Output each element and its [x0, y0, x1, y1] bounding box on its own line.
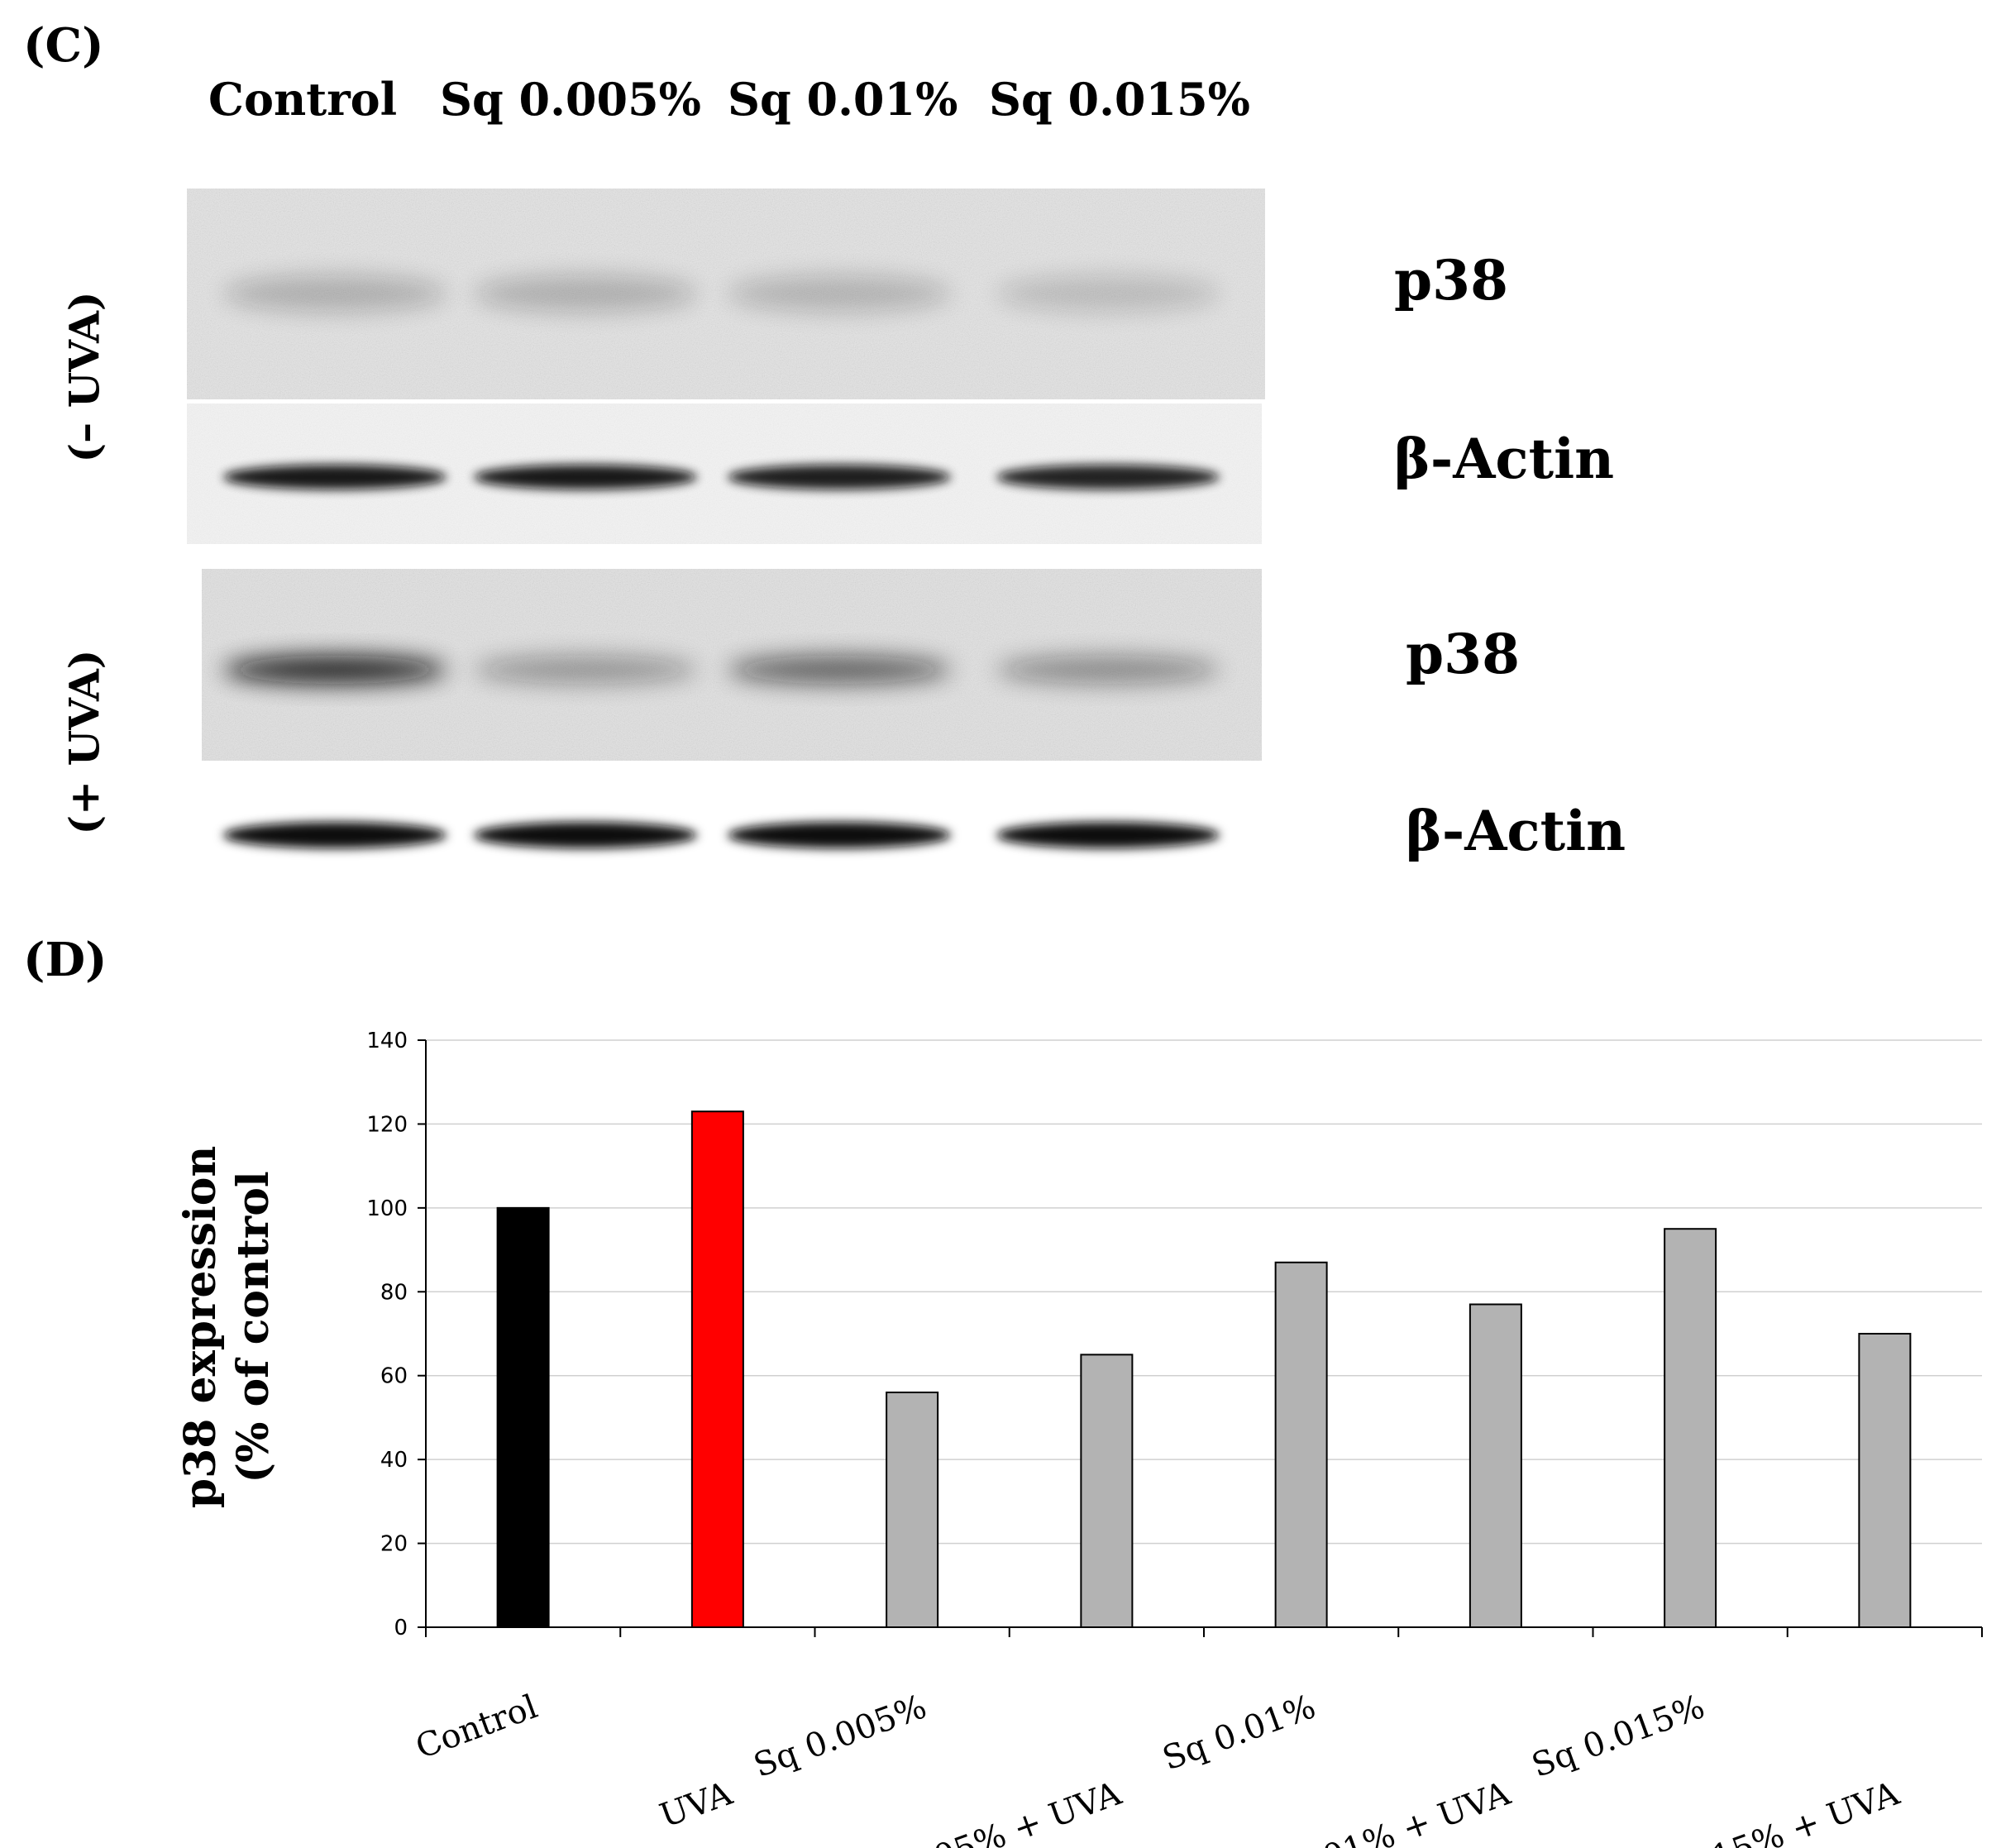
- bands-p38-plus-uva: [223, 656, 1220, 684]
- category-label-2: UVA: [655, 1774, 738, 1836]
- p38-plus-uva-band-1: [223, 656, 447, 684]
- p38-minus-uva-band-3: [728, 275, 951, 312]
- panel-c-label: (C): [23, 18, 104, 73]
- category-label-6: Sq 0.01% + UVA: [1238, 1774, 1516, 1848]
- bar-7: [1664, 1228, 1717, 1628]
- western-blot: [187, 189, 1265, 848]
- y-tick-label-120: 120: [366, 1112, 408, 1137]
- lane-label-sq-001: Sq 0.01%: [728, 73, 958, 126]
- lane-label-sq-0015: Sq 0.015%: [989, 73, 1250, 126]
- bar-2: [690, 1110, 744, 1628]
- category-label-5: Sq 0.01%: [1158, 1688, 1320, 1778]
- category-label-1: Control: [411, 1688, 542, 1766]
- protein-label-actin-bottom: β-Actin: [1406, 799, 1626, 863]
- p38-minus-uva-band-4: [996, 275, 1220, 312]
- actin-plus-uva-band-1: [223, 822, 447, 848]
- y-axis-title: p38 expression (% of control: [175, 1146, 279, 1509]
- actin-minus-uva-band-3: [728, 465, 951, 489]
- protein-label-p38-top: p38: [1394, 248, 1508, 313]
- actin-plus-uva-band-2: [474, 822, 697, 848]
- bands-actin-minus-uva: [223, 465, 1220, 489]
- p38-minus-uva-band-2: [474, 275, 697, 312]
- y-tick-label-140: 140: [366, 1029, 408, 1053]
- bar-6: [1469, 1303, 1522, 1628]
- y-tick-label-100: 100: [366, 1196, 408, 1221]
- category-label-8: Sq 0.015% + UVA: [1607, 1774, 1905, 1848]
- bands-actin-plus-uva: [223, 822, 1220, 848]
- category-label-7: Sq 0.015%: [1527, 1688, 1710, 1785]
- protein-label-actin-top: β-Actin: [1394, 427, 1615, 491]
- y-tick-label-60: 60: [380, 1364, 408, 1389]
- p38-minus-uva-band-1: [223, 275, 447, 312]
- p38-plus-uva-band-3: [728, 656, 951, 684]
- actin-minus-uva-band-2: [474, 465, 697, 489]
- y-ticks: 0 20 40 60 80 100 120 140: [366, 1029, 426, 1640]
- bar-1: [496, 1206, 550, 1629]
- y-tick-label-0: 0: [394, 1616, 408, 1640]
- bar-3: [886, 1392, 939, 1628]
- category-label-3: Sq 0.005%: [749, 1688, 932, 1785]
- y-tick-label-20: 20: [380, 1532, 408, 1557]
- y-axis-label-line2: (% of control: [228, 1171, 279, 1483]
- actin-minus-uva-band-4: [996, 465, 1220, 489]
- bar-8: [1858, 1333, 1912, 1628]
- lane-label-control: Control: [208, 73, 398, 126]
- axes: [425, 1040, 1982, 1628]
- lane-label-sq-0005: Sq 0.005%: [440, 73, 701, 126]
- actin-plus-uva-band-3: [728, 822, 951, 848]
- category-label-4: Sq 0.005% + UVA: [829, 1774, 1127, 1848]
- y-tick-label-40: 40: [380, 1448, 408, 1473]
- p38-plus-uva-band-2: [474, 656, 697, 684]
- y-axis-label-line1: p38 expression: [175, 1146, 226, 1509]
- bar-4: [1080, 1354, 1134, 1629]
- bars: [496, 1110, 1912, 1629]
- y-tick-label-80: 80: [380, 1280, 408, 1305]
- bands-p38-minus-uva: [223, 275, 1220, 312]
- bar-5: [1274, 1261, 1328, 1629]
- actin-minus-uva-band-1: [223, 465, 447, 489]
- p38-plus-uva-band-4: [996, 656, 1220, 684]
- panel-d-label: (D): [23, 933, 107, 987]
- protein-label-p38-bottom: p38: [1406, 622, 1520, 686]
- grid-lines: [426, 1039, 1982, 1545]
- actin-plus-uva-band-4: [996, 822, 1220, 848]
- x-ticks: [425, 1627, 1983, 1637]
